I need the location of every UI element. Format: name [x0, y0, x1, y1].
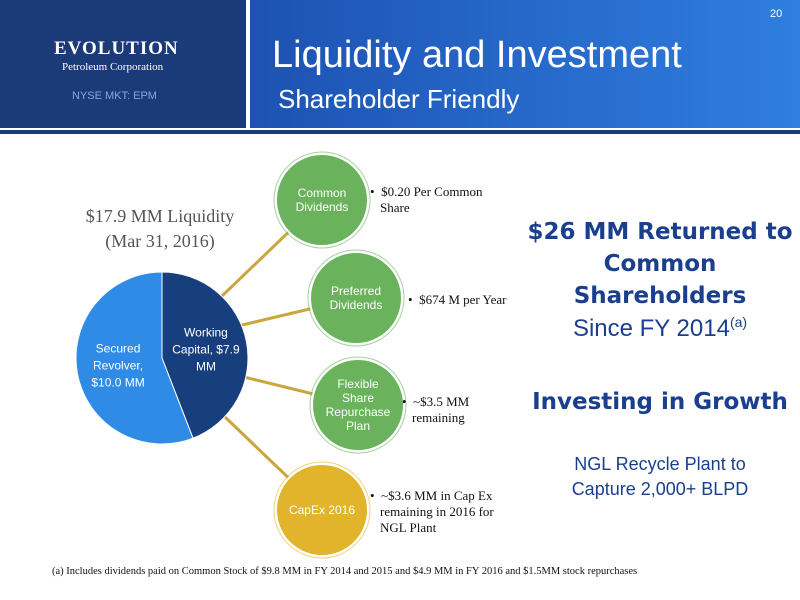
use-circle: [309, 251, 403, 345]
use-bullet: $0.20 Per Common Share: [368, 184, 500, 216]
returned-headline: $26 MM Returned to Common Shareholders: [527, 219, 793, 309]
pie-slice: [75, 271, 194, 445]
use-label: Flexible Share Repurchase Plan: [325, 377, 391, 433]
header-right-panel: [250, 0, 800, 128]
logo-name: EVOLUTION: [54, 38, 179, 59]
investing-detail: NGL Recycle Plant to Capture 2,000+ BLPD: [571, 454, 749, 499]
investing-headline: Investing in Growth: [532, 389, 788, 415]
returned-detail-line: Since FY 2014(a): [520, 314, 800, 343]
use-label: Preferred Dividends: [329, 284, 383, 312]
pie-label: Working Capital, $7.9 MM: [172, 325, 240, 374]
returned-detail: Since FY 2014: [572, 315, 730, 342]
logo-subtitle: Petroleum Corporation: [62, 61, 164, 73]
footnote: (a) Includes dividends paid on Common St…: [52, 566, 638, 577]
use-label: CapEx 2016: [288, 503, 356, 517]
header-rule: [0, 130, 800, 134]
use-label: Common Dividends: [295, 186, 349, 214]
pie-title: $17.9 MM Liquidity (Mar 31, 2016): [85, 206, 235, 251]
pie-slice: [161, 271, 249, 439]
note-ref: (a): [729, 314, 748, 330]
ticker: NYSE MKT: EPM: [72, 90, 157, 102]
slide-title: Liquidity and Investment: [272, 34, 682, 76]
slide-subtitle: Shareholder Friendly: [278, 84, 520, 114]
use-circle-ring: [307, 249, 405, 347]
use-bullet: ~$3.5 MM remaining: [400, 394, 512, 426]
pie-label: Secured Revolver, $10.0 MM: [91, 341, 145, 390]
use-bullet: ~$3.6 MM in Cap Ex remaining in 2016 for…: [368, 488, 510, 536]
use-bullet: $674 M per Year: [406, 292, 538, 308]
page-number: 20: [770, 8, 783, 20]
header-left-panel: [0, 0, 246, 128]
